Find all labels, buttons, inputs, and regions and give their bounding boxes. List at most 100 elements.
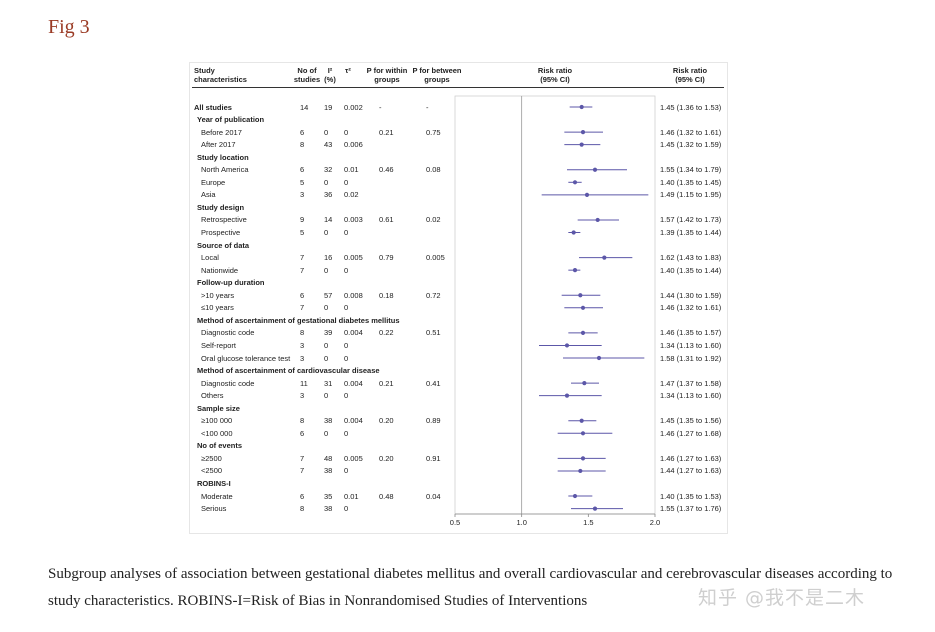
risk-ratio-text: 1.46 (1.32 to 1.61) xyxy=(660,127,722,137)
tau2-value: 0 xyxy=(344,391,349,401)
subgroup-heading: Source of data xyxy=(197,240,250,250)
i2-value: 32 xyxy=(324,165,333,175)
point-estimate xyxy=(578,468,583,474)
i2-value: 39 xyxy=(324,328,333,338)
risk-ratio-text: 1.55 (1.34 to 1.79) xyxy=(660,165,722,175)
tau2-value: 0.002 xyxy=(344,102,363,112)
p-between-value: - xyxy=(426,102,429,112)
overall-label: All studies xyxy=(194,102,232,112)
risk-ratio-text: 1.49 (1.15 to 1.95) xyxy=(660,190,722,200)
n-studies-value: 6 xyxy=(300,127,305,137)
p-within-value: 0.20 xyxy=(379,453,394,463)
row-label: Others xyxy=(201,391,224,401)
header-tau2: τ² xyxy=(345,66,351,75)
point-estimate xyxy=(582,381,587,386)
risk-ratio-text: 1.40 (1.35 to 1.44) xyxy=(660,265,722,275)
point-estimate xyxy=(584,192,590,197)
i2-value: 19 xyxy=(324,102,333,112)
n-studies-value: 3 xyxy=(300,353,305,363)
p-between-value: 0.41 xyxy=(426,378,441,388)
x-tick-label: 2.0 xyxy=(650,518,660,527)
i2-value: 31 xyxy=(324,378,333,388)
point-estimate xyxy=(572,493,578,499)
p-within-value: 0.61 xyxy=(379,215,394,225)
n-studies-value: 5 xyxy=(300,228,305,237)
header-risk-ratio-plot: Risk ratio (95% CI) xyxy=(537,66,573,84)
i2-value: 0 xyxy=(324,340,329,350)
risk-ratio-text: 1.46 (1.35 to 1.57) xyxy=(660,328,722,338)
p-between-value: 0.89 xyxy=(426,416,441,426)
risk-ratio-text: 1.34 (1.13 to 1.60) xyxy=(660,340,722,350)
n-studies-value: 7 xyxy=(300,466,305,476)
i2-value: 0 xyxy=(324,303,329,313)
subgroup-heading: Study design xyxy=(197,202,245,212)
subgroup-heading: Follow-up duration xyxy=(197,278,265,288)
row-label: ≥2500 xyxy=(201,453,222,463)
row-label: <2500 xyxy=(201,466,223,476)
watermark: 知乎 @我不是二木 xyxy=(698,587,866,609)
row-label: North America xyxy=(201,165,249,175)
n-studies-value: 8 xyxy=(300,504,305,514)
figure-caption: Subgroup analyses of association between… xyxy=(48,566,893,609)
header-n-studies: No of studies xyxy=(293,66,321,84)
i2-value: 57 xyxy=(324,290,333,300)
risk-ratio-text: 1.47 (1.37 to 1.58) xyxy=(660,378,722,388)
p-between-value: 0.72 xyxy=(426,290,441,300)
n-studies-value: 14 xyxy=(300,102,309,112)
tau2-value: 0 xyxy=(344,228,349,237)
p-within-value: 0.20 xyxy=(379,416,394,426)
p-between-value: 0.91 xyxy=(426,453,441,463)
risk-ratio-text: 1.57 (1.42 to 1.73) xyxy=(660,215,722,225)
point-estimate xyxy=(595,217,600,223)
point-estimate xyxy=(572,180,578,185)
i2-value: 0 xyxy=(324,265,329,275)
row-label: Diagnostic code xyxy=(201,378,255,388)
row-label: Serious xyxy=(201,504,227,514)
row-label: Self-report xyxy=(201,340,237,350)
p-within-value: 0.18 xyxy=(379,290,394,300)
plot-frame xyxy=(454,95,656,515)
i2-value: 0 xyxy=(324,228,329,237)
risk-ratio-text: 1.46 (1.27 to 1.63) xyxy=(660,453,722,463)
i2-value: 0 xyxy=(324,428,329,438)
p-within-value: 0.21 xyxy=(379,378,394,388)
figure-label: Fig 3 xyxy=(48,16,90,38)
n-studies-value: 3 xyxy=(300,190,305,200)
risk-ratio-text: 1.62 (1.43 to 1.83) xyxy=(660,253,722,263)
row-label: Asia xyxy=(201,190,216,200)
risk-ratio-text: 1.44 (1.27 to 1.63) xyxy=(660,466,722,476)
tau2-value: 0.003 xyxy=(344,215,363,225)
row-label: <100 000 xyxy=(201,428,233,438)
row-label: Europe xyxy=(201,177,226,187)
n-studies-value: 9 xyxy=(300,215,305,225)
risk-ratio-text: 1.45 (1.32 to 1.59) xyxy=(660,140,722,150)
point-estimate xyxy=(579,418,584,423)
i2-value: 0 xyxy=(324,353,329,363)
risk-ratio-text: 1.55 (1.37 to 1.76) xyxy=(660,504,722,514)
point-estimate xyxy=(572,268,578,273)
tau2-value: 0 xyxy=(344,353,349,363)
point-estimate xyxy=(580,456,586,461)
i2-value: 38 xyxy=(324,416,333,426)
point-estimate xyxy=(578,293,583,298)
n-studies-value: 8 xyxy=(300,416,305,426)
risk-ratio-text: 1.39 (1.35 to 1.44) xyxy=(660,228,722,237)
tau2-value: 0.005 xyxy=(344,253,363,263)
point-estimate xyxy=(571,230,576,235)
p-within-value: 0.21 xyxy=(379,127,394,137)
n-studies-value: 11 xyxy=(300,378,308,388)
tau2-value: 0.02 xyxy=(344,190,359,200)
p-within-value: 0.22 xyxy=(379,328,394,338)
point-estimate xyxy=(596,355,602,361)
n-studies-value: 5 xyxy=(300,177,305,187)
x-tick-label: 1.5 xyxy=(583,518,593,527)
n-studies-value: 3 xyxy=(300,340,305,350)
risk-ratio-text: 1.44 (1.30 to 1.59) xyxy=(660,290,722,300)
p-within-value: - xyxy=(379,102,382,112)
i2-value: 38 xyxy=(324,466,333,476)
n-studies-value: 7 xyxy=(300,265,305,275)
point-estimate xyxy=(564,343,570,348)
tau2-value: 0.008 xyxy=(344,290,363,300)
risk-ratio-text: 1.58 (1.31 to 1.92) xyxy=(660,353,722,363)
tau2-value: 0.004 xyxy=(344,378,363,388)
